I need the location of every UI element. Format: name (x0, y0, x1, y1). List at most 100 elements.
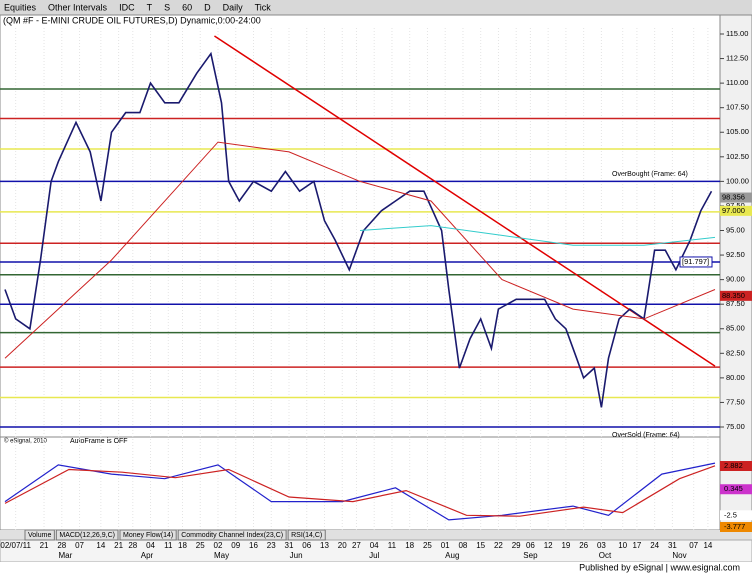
toolbar-item[interactable]: D (204, 2, 211, 12)
x-tick-label: 18 (405, 541, 414, 550)
x-tick-label: 25 (196, 541, 205, 550)
price-marker-label: 88.350 (722, 291, 745, 300)
x-tick-label: 06 (526, 541, 535, 550)
tab[interactable]: Money Flow(14) (123, 532, 173, 539)
x-tick-label: 21 (114, 541, 123, 550)
macd-tick-box (720, 484, 752, 495)
price-marker (679, 256, 713, 268)
toolbar (0, 0, 752, 15)
x-tick-label: 11 (388, 541, 397, 550)
macd-tick-label: -3.777 (724, 522, 745, 531)
month-label: Jun (290, 551, 303, 560)
month-label: Jul (369, 551, 379, 560)
series-line (4, 462, 716, 521)
tab[interactable]: Volume (28, 532, 51, 539)
x-tick-label: 03 (597, 541, 606, 550)
y-tick-label: 95.00 (726, 225, 745, 234)
toolbar-item[interactable]: Equities (4, 2, 37, 12)
x-tick-label: 10 (618, 541, 627, 550)
y-tick-label: 115.00 (726, 29, 748, 38)
x-tick-label: 02 (214, 541, 223, 550)
x-tick-label: 12 (544, 541, 553, 550)
toolbar-item[interactable]: S (164, 2, 170, 12)
month-label: Sep (523, 551, 538, 560)
tab[interactable]: MACD(12,26,9,C) (59, 532, 115, 539)
x-tick-label: 02/07/11 (0, 541, 31, 550)
tab-border (287, 529, 326, 541)
x-tick-label: 04 (370, 541, 379, 550)
tab-border (119, 529, 177, 541)
month-label: May (214, 551, 229, 560)
y-tick-label: 87.50 (726, 299, 745, 308)
x-tick-label: 16 (249, 541, 258, 550)
toolbar-item[interactable]: T (147, 2, 153, 12)
macd-tick-label: -2.5 (724, 510, 737, 519)
chart-area (0, 14, 721, 531)
toolbar-item[interactable]: 60 (182, 2, 192, 12)
x-tick-label: 23 (267, 541, 276, 550)
macd-tick-label: 2.882 (724, 461, 743, 470)
price-marker-label: 97.000 (722, 206, 745, 215)
y-tick-label: 107.50 (726, 103, 749, 112)
footer: Published by eSignal | www.esignal.com (579, 562, 740, 572)
price-marker-label: 98.356 (722, 193, 745, 202)
footer-bar (0, 562, 752, 575)
x-tick-label: 22 (494, 541, 503, 550)
tab[interactable]: Commodity Channel Index(23,C) (181, 532, 283, 539)
x-tick-label: 17 (632, 541, 641, 550)
y-tick-label: 105.00 (726, 127, 749, 136)
autoframe-label: AutoFrame is OFF (70, 438, 128, 445)
series-line (4, 141, 716, 359)
y-tick-label: 85.00 (726, 324, 745, 333)
overbought-label: OverBought (Frame: 64) (612, 171, 688, 178)
x-tick-label: 09 (231, 541, 240, 550)
series-line (4, 51, 713, 408)
toolbar-item[interactable]: Other Intervals (48, 2, 108, 12)
month-label: Oct (599, 551, 612, 560)
macd-tick-box (720, 510, 752, 521)
price-marker (720, 290, 752, 301)
y-tick-label: 82.50 (726, 348, 745, 357)
x-tick-label: 24 (650, 541, 659, 550)
price-marker (720, 192, 752, 203)
price-axis (719, 14, 752, 531)
x-tick-label: 31 (668, 541, 677, 550)
x-tick-label: 07 (689, 541, 698, 550)
x-tick-label: 28 (57, 541, 66, 550)
copyright: © eSignal, 2010 (4, 438, 47, 445)
y-tick-label: 77.50 (726, 397, 745, 406)
tab-border (55, 529, 119, 541)
chart-title: (QM #F - E-MINI CRUDE OIL FUTURES,D) Dyn… (3, 15, 261, 25)
y-tick-label: 90.00 (726, 275, 745, 284)
y-tick-label: 102.50 (726, 152, 749, 161)
y-tick-label: 80.00 (726, 373, 745, 382)
tab[interactable]: RSI(14,C) (291, 532, 322, 539)
oversold-label: OverSold (Frame: 64) (612, 432, 680, 439)
toolbar-item[interactable]: IDC (119, 2, 135, 12)
x-tick-label: 01 (441, 541, 450, 550)
x-tick-label: 31 (285, 541, 294, 550)
month-label: Mar (58, 551, 72, 560)
x-tick-label: 04 (146, 541, 155, 550)
y-tick-label: 110.00 (726, 78, 748, 87)
toolbar-item[interactable]: Daily (223, 2, 244, 12)
series-line (359, 225, 716, 246)
x-tick-label: 28 (128, 541, 137, 550)
price-marker (720, 205, 752, 216)
month-label: Nov (672, 551, 686, 560)
x-tick-label: 20 (338, 541, 347, 550)
x-tick-label: 11 (164, 541, 173, 550)
series-line (4, 465, 716, 517)
y-tick-label: 92.50 (726, 250, 745, 259)
x-tick-label: 08 (458, 541, 467, 550)
x-tick-label: 07 (75, 541, 84, 550)
x-tick-label: 15 (476, 541, 485, 550)
y-tick-label: 100.00 (726, 176, 749, 185)
x-tick-label: 14 (703, 541, 712, 550)
x-tick-label: 29 (512, 541, 521, 550)
x-tick-label: 26 (579, 541, 588, 550)
price-marker-label: [91.797] (682, 257, 709, 266)
toolbar-item[interactable]: Tick (255, 2, 272, 12)
y-tick-label: 112.50 (726, 54, 748, 63)
macd-tick-label: 0.345 (724, 484, 743, 493)
